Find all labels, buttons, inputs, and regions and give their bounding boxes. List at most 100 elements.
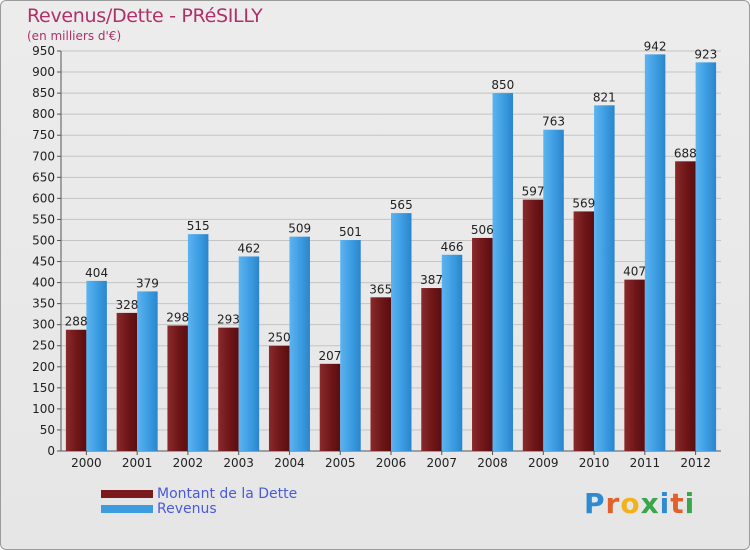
- x-tick-label-2006: 2006: [376, 456, 407, 470]
- logo-letter: x: [640, 487, 660, 520]
- bar-debt-2000: [65, 329, 87, 451]
- bar-revenus-2009: [543, 129, 564, 451]
- x-tick-label-2005: 2005: [325, 456, 356, 470]
- x-tick-label-2004: 2004: [274, 456, 305, 470]
- data-label-revenus-2006: 565: [390, 198, 413, 212]
- y-tick-label: 700: [32, 149, 55, 163]
- data-label-debt-2003: 293: [217, 313, 240, 327]
- y-tick-label: 850: [32, 86, 55, 100]
- x-tick-label-2002: 2002: [173, 456, 204, 470]
- y-tick-label: 50: [40, 423, 55, 437]
- bar-revenus-2006: [391, 213, 412, 451]
- bar-debt-2003: [218, 327, 239, 451]
- logo-letter: i: [659, 487, 671, 520]
- data-label-debt-2009: 597: [522, 185, 545, 199]
- data-labels: 288 404 328 379 298 515 293 462 250 509 207 501 365 5…: [65, 39, 718, 362]
- bar-debt-2010: [573, 211, 595, 451]
- data-label-revenus-2002: 515: [187, 219, 210, 233]
- bar-revenus-2003: [238, 256, 260, 451]
- data-label-debt-2010: 569: [572, 196, 595, 210]
- data-label-debt-2008: 506: [471, 223, 494, 237]
- logo-letter: r: [605, 487, 621, 520]
- data-label-revenus-2005: 501: [339, 225, 362, 239]
- data-label-revenus-2010: 821: [593, 90, 616, 104]
- legend-item-debt: Montant de la Dette: [101, 487, 297, 501]
- data-label-debt-2004: 250: [268, 331, 291, 345]
- chart-title: Revenus/Dette - PRéSILLY: [27, 5, 263, 27]
- data-label-revenus-2008: 850: [491, 78, 514, 92]
- y-tick-label: 950: [32, 44, 55, 58]
- x-tick-label-2003: 2003: [223, 456, 254, 470]
- bar-debt-2006: [370, 297, 391, 451]
- y-tick-label: 600: [32, 191, 55, 205]
- y-tick-label: 250: [32, 339, 55, 353]
- bar-revenus-2002: [187, 234, 209, 451]
- bar-debt-2008: [472, 237, 493, 451]
- data-label-debt-2005: 207: [319, 349, 342, 363]
- bar-revenus-2007: [441, 254, 463, 451]
- data-label-debt-2000: 288: [65, 315, 88, 329]
- data-label-revenus-2004: 509: [288, 222, 311, 236]
- bar-revenus-2004: [289, 236, 310, 451]
- proxiti-logo: Proxiti: [584, 487, 695, 520]
- data-label-debt-2006: 365: [369, 282, 392, 296]
- y-tick-label: 200: [32, 360, 55, 374]
- y-tick-label: 750: [32, 128, 55, 142]
- data-label-revenus-2012: 923: [694, 47, 717, 61]
- y-tick-label: 350: [32, 297, 55, 311]
- bar-revenus-2001: [137, 291, 158, 451]
- bar-debt-2011: [624, 279, 645, 451]
- data-label-revenus-2000: 404: [85, 266, 108, 280]
- y-tick-label: 100: [32, 402, 55, 416]
- bar-revenus-2005: [340, 240, 361, 451]
- bar-revenus-2008: [492, 93, 514, 452]
- y-tick-label: 450: [32, 255, 55, 269]
- bar-debt-2002: [167, 325, 188, 451]
- legend-swatch-revenus: [101, 505, 153, 513]
- y-tick-label: 300: [32, 318, 55, 332]
- bar-revenus-2010: [594, 105, 615, 451]
- logo-letter: P: [584, 487, 606, 520]
- data-label-revenus-2001: 379: [136, 276, 159, 290]
- y-tick-label: 400: [32, 276, 55, 290]
- bar-revenus-2000: [86, 280, 107, 451]
- bar-debt-2004: [268, 345, 290, 451]
- bar-revenus-2012: [695, 62, 717, 452]
- y-tick-label: 0: [47, 444, 55, 458]
- x-tick-label-2008: 2008: [477, 456, 508, 470]
- x-tick-label-2009: 2009: [528, 456, 559, 470]
- data-label-debt-2012: 688: [674, 146, 697, 160]
- x-tick-label-2011: 2011: [630, 456, 661, 470]
- x-tick-label-2001: 2001: [122, 456, 153, 470]
- bar-debt-2012: [675, 161, 696, 451]
- bar-debt-2009: [522, 199, 544, 451]
- data-label-revenus-2011: 942: [644, 39, 667, 53]
- data-label-debt-2002: 298: [166, 311, 189, 325]
- y-tick-label: 150: [32, 381, 55, 395]
- data-label-debt-2001: 328: [115, 298, 138, 312]
- logo-letter: t: [670, 487, 685, 520]
- legend-label-revenus: Revenus: [157, 501, 217, 517]
- y-tick-label: 800: [32, 107, 55, 121]
- data-label-revenus-2003: 462: [237, 241, 260, 255]
- logo-letter: o: [620, 487, 641, 520]
- y-tick-label: 650: [32, 170, 55, 184]
- chart-subtitle: (en milliers d'€): [27, 29, 122, 43]
- x-tick-label-2012: 2012: [680, 456, 711, 470]
- x-tick-label-2010: 2010: [579, 456, 610, 470]
- data-label-debt-2007: 387: [420, 273, 443, 287]
- data-label-debt-2011: 407: [623, 265, 646, 279]
- logo-letter: i: [684, 487, 696, 520]
- y-tick-label: 900: [32, 65, 55, 79]
- bars: [65, 54, 717, 452]
- bar-revenus-2011: [644, 54, 666, 452]
- bar-debt-2005: [319, 363, 341, 451]
- y-tick-label: 550: [32, 212, 55, 226]
- legend-label-debt: Montant de la Dette: [157, 486, 298, 502]
- data-label-revenus-2007: 466: [441, 240, 464, 254]
- legend-swatch-debt: [101, 490, 153, 498]
- y-tick-label: 500: [32, 233, 55, 247]
- bar-debt-2001: [116, 312, 138, 451]
